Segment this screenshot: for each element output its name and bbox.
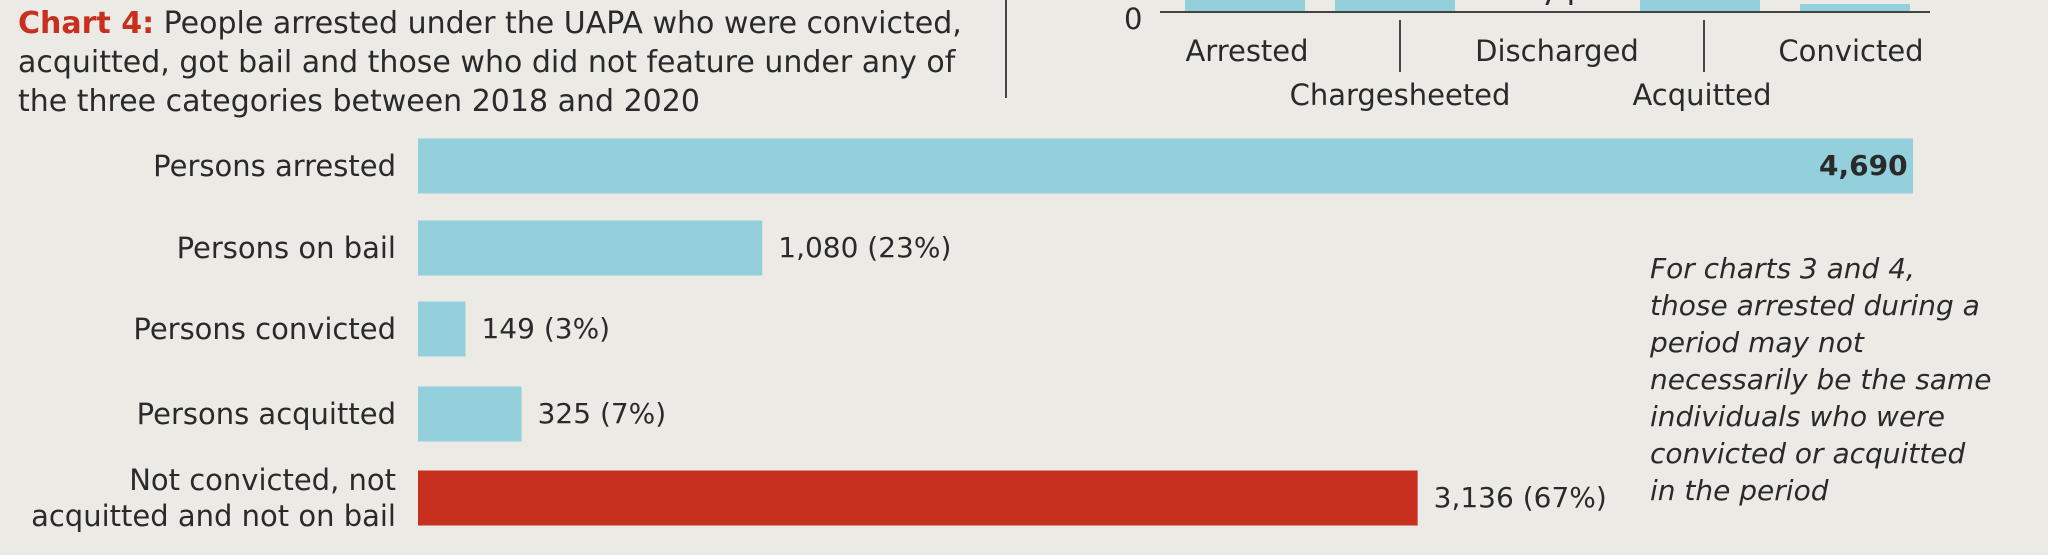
y-tick-label: Persons convicted xyxy=(133,312,396,346)
fragment-x-label: Convicted xyxy=(1778,34,1924,68)
y-tick-label: Persons on bail xyxy=(176,231,396,265)
data-label: 1,080 (23%) xyxy=(778,231,952,264)
data-label: 149 (3%) xyxy=(481,312,611,345)
chart-title: People arrested under the UAPA who were … xyxy=(18,6,962,119)
bar xyxy=(418,220,763,276)
fragment-x-label: Arrested xyxy=(1185,34,1309,68)
fragment-bar xyxy=(1640,0,1760,11)
data-label: 325 (7%) xyxy=(537,397,667,430)
fragment-x-label: Acquitted xyxy=(1632,78,1772,112)
bar xyxy=(418,470,1418,526)
fragment-bar xyxy=(1800,4,1910,11)
annotation: For charts 3 and 4, those arrested durin… xyxy=(1650,252,1992,507)
bar xyxy=(418,386,522,442)
bar xyxy=(418,301,466,357)
chart-title-block: Chart 4: People arrested under the UAPA … xyxy=(18,4,978,121)
fragment-bar xyxy=(1335,0,1455,11)
fragment-value: 74 xyxy=(1540,0,1577,12)
data-label: 4,690 xyxy=(1819,149,1908,182)
bar xyxy=(418,138,1913,194)
fragment-tick: 0 xyxy=(1124,2,1143,36)
chart-title-prefix: Chart 4: xyxy=(18,6,155,41)
fragment-x-label: Chargesheeted xyxy=(1289,78,1511,112)
fragment-x-label: Discharged xyxy=(1475,34,1639,68)
data-label: 3,136 (67%) xyxy=(1433,481,1607,514)
y-tick-label: Persons arrested xyxy=(153,149,396,183)
y-tick-label: Persons acquitted xyxy=(136,397,396,431)
fragment-bar xyxy=(1185,0,1305,11)
y-tick-label: Not convicted, not acquitted and not on … xyxy=(31,463,396,533)
